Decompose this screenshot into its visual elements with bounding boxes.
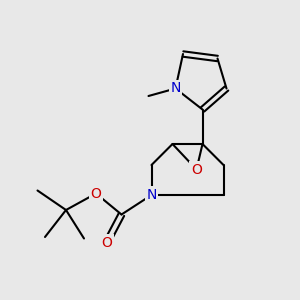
Text: O: O	[101, 236, 112, 250]
Text: O: O	[91, 187, 101, 200]
Text: N: N	[170, 82, 181, 95]
Text: O: O	[191, 163, 202, 176]
Text: N: N	[146, 188, 157, 202]
